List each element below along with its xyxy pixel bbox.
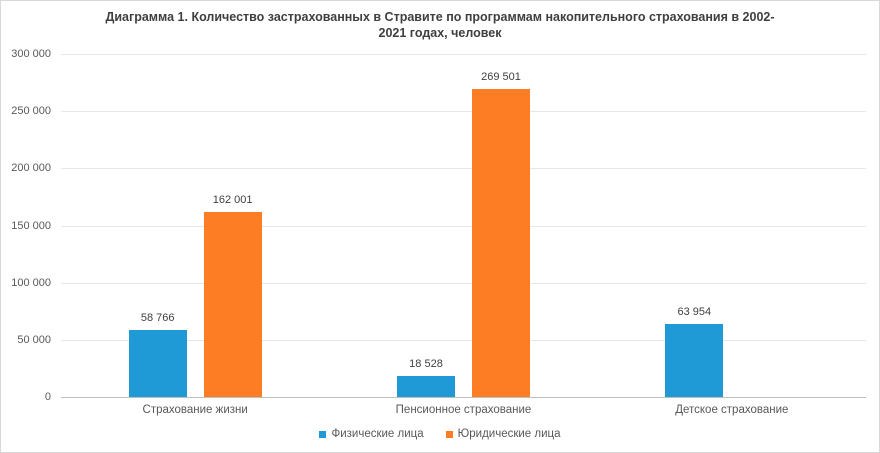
legend-label: Физические лица: [331, 428, 424, 440]
plot-area: 0 50 000 100 000 150 000 200 000 250 000 300 0…: [11, 48, 866, 416]
legend-swatch-icon: [319, 430, 327, 438]
y-axis-tick-label: 200 000: [11, 162, 51, 175]
gridline: [61, 339, 866, 341]
data-label: 269 501: [481, 70, 521, 83]
y-axis-tick-label: 300 000: [11, 48, 51, 60]
y-axis-tick-label: 250 000: [11, 105, 51, 118]
chart-bar-series1-cat2: [397, 375, 455, 397]
legend: Физические лица Юридические лица: [1, 428, 879, 440]
chart-title-line2: 2021 годах, человек: [378, 26, 502, 40]
x-axis-category-label: Страхование жизни: [142, 404, 248, 416]
data-label: 162 001: [212, 193, 253, 206]
data-label: 58 766: [140, 311, 175, 324]
data-label: 63 954: [677, 305, 712, 318]
legend-item: Физические лица: [319, 428, 424, 440]
y-axis-tick-label: 100 000: [11, 276, 51, 289]
x-axis-line: [61, 397, 866, 398]
gridline: [61, 168, 866, 170]
data-label: 18 528: [409, 357, 443, 370]
gridline: [61, 282, 866, 284]
chart-title-line1: Диаграмма 1. Количество застрахованных в…: [105, 10, 775, 24]
gridline: [61, 225, 866, 227]
legend-label: Юридические лица: [457, 428, 561, 440]
chart-bar-series2-cat1: [203, 211, 262, 397]
chart-bar-series1-cat3: [665, 323, 724, 397]
chart-bar-series2-cat2: [472, 88, 530, 397]
y-axis-tick-label: 50 000: [17, 333, 51, 346]
gridline: [61, 54, 866, 55]
x-axis-category-label: Детское страхование: [675, 404, 789, 416]
legend-swatch-icon: [445, 430, 453, 438]
gridline: [61, 111, 866, 113]
x-axis-category-label: Пенсионное страхование: [395, 404, 532, 416]
chart-title: Диаграмма 1. Количество застрахованных в…: [1, 9, 879, 41]
y-axis-tick-label: 150 000: [11, 219, 51, 232]
chart-bar-series1-cat1: [128, 329, 187, 397]
y-axis-tick-label: 0: [44, 391, 51, 403]
legend-item: Юридические лица: [445, 428, 561, 440]
